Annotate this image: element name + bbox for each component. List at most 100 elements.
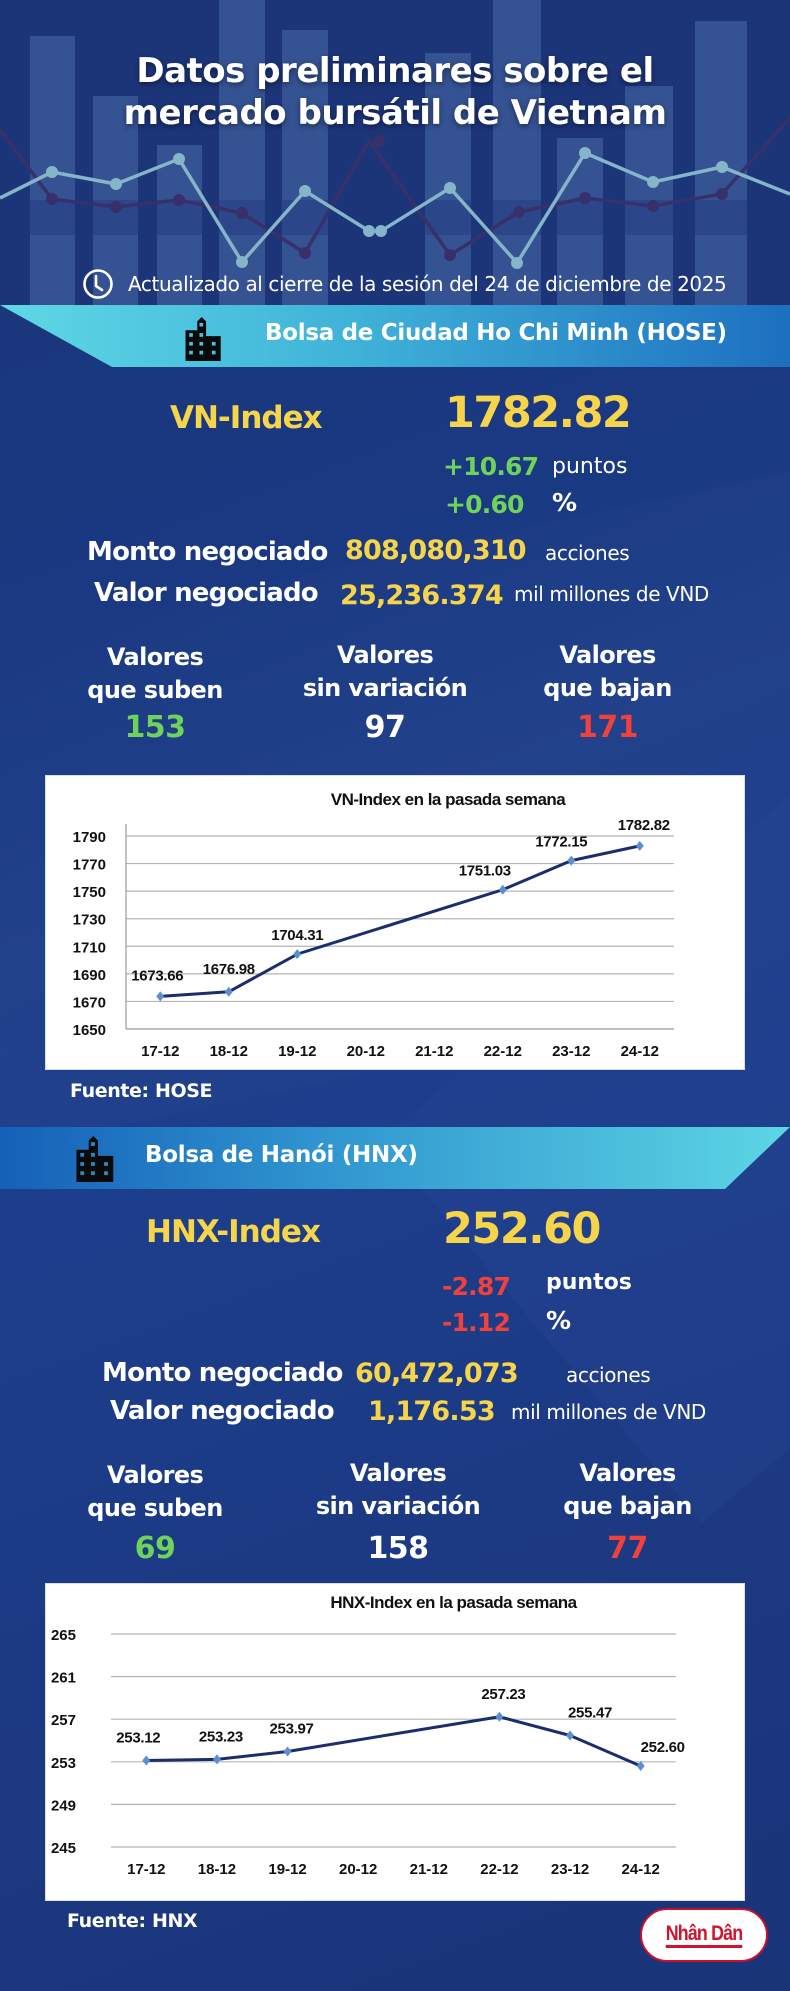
update-timestamp: Actualizado al cierre de la sesión del 2… [82, 268, 727, 300]
x-tick-label: 24-12 [621, 1043, 659, 1060]
vn-change-points: +10.67 [443, 452, 539, 481]
vn-value-value: 25,236.374 [340, 580, 504, 611]
page-title: Datos preliminares sobre el mercado burs… [0, 50, 790, 134]
data-point-marker [156, 991, 165, 1002]
clock-icon [83, 269, 113, 299]
x-tick-label: 17-12 [141, 1043, 179, 1060]
x-tick-label: 19-12 [278, 1043, 316, 1060]
data-point-marker [498, 884, 507, 895]
vn-advancers-label: Valores que suben [87, 643, 223, 704]
chart-title: HNX-Index en la pasada semana [330, 1593, 577, 1612]
x-tick-label: 19-12 [268, 1861, 306, 1878]
data-label: 1673.66 [131, 967, 183, 984]
x-tick-label: 20-12 [339, 1861, 377, 1878]
hnx-value-unit: mil millones de VND [511, 1400, 706, 1424]
vn-value-label: Valor negociado [94, 578, 319, 608]
hose-banner-title: Bolsa de Ciudad Ho Chi Minh (HOSE) [265, 320, 727, 346]
y-tick-label: 1710 [73, 939, 106, 956]
vn-advancers-count: 153 [124, 710, 186, 745]
hnx-index-line-chart: HNX-Index en la pasada semana 245 249 253 25… [51, 1593, 685, 1878]
logo-text: Nhân Dân [665, 1922, 743, 1948]
hnx-decliners-count: 77 [607, 1531, 648, 1566]
data-label: 1782.82 [618, 817, 670, 834]
x-tick-label: 23-12 [552, 1043, 590, 1060]
data-label: 253.97 [270, 1720, 314, 1737]
hnx-volume-unit: acciones [566, 1363, 651, 1387]
hose-source: Fuente: HOSE [70, 1080, 213, 1102]
y-tick-label: 1770 [73, 857, 106, 874]
y-tick-label: 1690 [73, 967, 106, 984]
data-point-marker [495, 1711, 504, 1722]
title-line-2: mercado bursátil de Vietnam [123, 93, 667, 133]
hnx-points-unit: puntos [546, 1270, 632, 1295]
y-tick-label: 265 [51, 1627, 76, 1644]
hnx-banner-title: Bolsa de Hanói (HNX) [145, 1142, 418, 1168]
hnx-advancers-count: 69 [134, 1531, 176, 1566]
vn-volume-unit: acciones [545, 541, 630, 565]
hnx-unchanged-label: Valores sin variación [315, 1459, 481, 1520]
x-tick-label: 20-12 [347, 1043, 385, 1060]
series-line [146, 1715, 642, 1768]
data-label: 252.60 [641, 1739, 685, 1756]
y-tick-label: 249 [51, 1797, 76, 1814]
data-point-marker [636, 1761, 645, 1772]
hnx-decliners-label: Valores que bajan [563, 1459, 692, 1520]
hnx-value-value: 1,176.53 [368, 1396, 496, 1427]
nhan-dan-logo[interactable]: Nhân Dân [640, 1908, 768, 1962]
vn-volume-label: Monto negociado [87, 537, 328, 567]
data-point-marker [567, 855, 576, 866]
data-label: 255.47 [568, 1704, 612, 1721]
hnx-volume-label: Monto negociado [102, 1358, 343, 1388]
hnx-advancers-label: Valores que suben [87, 1461, 223, 1522]
data-label: 253.12 [116, 1730, 160, 1747]
hnx-volume-value: 60,472,073 [355, 1358, 519, 1389]
y-tick-label: 1730 [73, 912, 106, 929]
data-point-marker [566, 1730, 575, 1741]
vn-index-line-chart: VN-Index en la pasada semana 1650 1670 1690… [73, 790, 674, 1060]
update-text: Actualizado al cierre de la sesión del 2… [128, 272, 727, 296]
hnx-index-value: 252.60 [443, 1204, 601, 1254]
data-label: 253.23 [199, 1728, 243, 1745]
vn-volume-value: 808,080,310 [345, 535, 527, 566]
vn-points-unit: puntos [552, 454, 628, 479]
data-label: 1772.15 [535, 834, 587, 851]
data-point-marker [224, 986, 233, 997]
vn-index-value: 1782.82 [445, 388, 632, 438]
hnx-section-banner: Bolsa de Hanói (HNX) [0, 1127, 790, 1189]
vn-unchanged-count: 97 [364, 710, 406, 745]
series-line [160, 844, 641, 998]
hnx-change-percent: -1.12 [442, 1308, 511, 1337]
y-tick-label: 253 [51, 1755, 76, 1772]
x-tick-label: 24-12 [622, 1861, 660, 1878]
vn-percent-unit: % [552, 488, 578, 517]
data-point-marker [212, 1754, 221, 1765]
data-label: 257.23 [481, 1686, 525, 1703]
data-point-marker [142, 1755, 151, 1766]
y-tick-label: 1750 [73, 884, 106, 901]
building-icon [76, 1136, 114, 1182]
y-tick-label: 1670 [73, 994, 106, 1011]
header-hero: Datos preliminares sobre el mercado burs… [0, 0, 790, 305]
data-point-marker [283, 1746, 292, 1757]
hose-section-banner: Bolsa de Ciudad Ho Chi Minh (HOSE) [0, 305, 790, 367]
hnx-value-label: Valor negociado [110, 1396, 335, 1426]
x-tick-label: 22-12 [480, 1861, 518, 1878]
chart-title: VN-Index en la pasada semana [331, 790, 567, 809]
hnx-index-chart: HNX-Index en la pasada semana 245 249 253 25… [45, 1583, 745, 1901]
data-label: 1704.31 [271, 927, 323, 944]
x-tick-label: 17-12 [127, 1861, 165, 1878]
y-tick-label: 1650 [73, 1022, 106, 1039]
hnx-index-label: HNX-Index [146, 1214, 321, 1250]
vn-unchanged-label: Valores sin variación [302, 641, 468, 702]
x-tick-label: 22-12 [484, 1043, 522, 1060]
x-tick-label: 23-12 [551, 1861, 589, 1878]
title-line-1: Datos preliminares sobre el [136, 51, 654, 91]
hnx-source: Fuente: HNX [67, 1910, 198, 1932]
vn-index-label: VN-Index [170, 400, 323, 436]
vn-value-unit: mil millones de VND [514, 582, 709, 606]
y-tick-label: 257 [51, 1712, 76, 1729]
hnx-percent-unit: % [546, 1306, 572, 1335]
data-point-marker [635, 840, 644, 851]
hnx-change-points: -2.87 [442, 1272, 511, 1301]
building-icon [185, 317, 221, 361]
